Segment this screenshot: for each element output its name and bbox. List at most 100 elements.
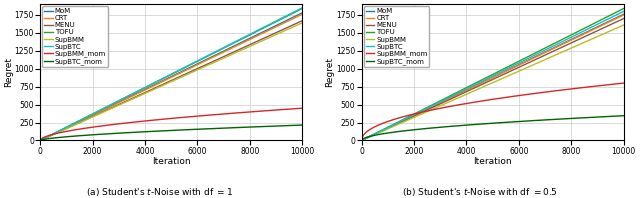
CRT	[298, 13, 306, 15]
TOFU	[514, 61, 522, 63]
CRT	[620, 14, 628, 16]
MENU	[193, 68, 200, 70]
MENU	[484, 81, 492, 83]
SupBMM_mom	[161, 118, 168, 120]
SupBMM	[298, 22, 306, 24]
Text: (b) Student's $t$-Noise with df $= 0.5$: (b) Student's $t$-Noise with df $= 0.5$	[402, 186, 558, 198]
MENU	[614, 20, 621, 23]
TOFU	[298, 7, 306, 10]
SupBTC_mom	[252, 126, 259, 128]
CRT	[161, 79, 168, 82]
SupBMM_mom	[178, 116, 186, 119]
SupBTC	[483, 78, 490, 80]
SupBMM	[193, 69, 200, 72]
TOFU	[500, 68, 508, 70]
CRT	[193, 64, 200, 67]
SupBTC_mom	[358, 139, 365, 141]
MENU	[620, 17, 628, 20]
SupBTC	[292, 10, 300, 12]
Line: SupBTC_mom: SupBTC_mom	[40, 125, 302, 140]
SupBTC_mom	[292, 124, 300, 127]
Line: CRT: CRT	[362, 15, 624, 140]
SupBMM_mom	[514, 95, 522, 97]
Line: SupBTC: SupBTC	[362, 11, 624, 140]
TOFU	[614, 10, 621, 13]
MoM	[193, 63, 200, 66]
SupBTC_mom	[484, 122, 492, 125]
SupBTC	[163, 75, 170, 78]
CRT	[514, 65, 522, 67]
Title: (a) Student's $t$-Noise with df $= 1$: (a) Student's $t$-Noise with df $= 1$	[0, 197, 1, 198]
Legend: MoM, CRT, MENU, TOFU, SupBMM, SupBTC, SupBMM_mom, SupBTC_mom: MoM, CRT, MENU, TOFU, SupBMM, SupBTC, Su…	[364, 6, 429, 67]
CRT	[483, 80, 490, 82]
TOFU	[178, 68, 186, 70]
Line: SupBTC_mom: SupBTC_mom	[362, 116, 624, 140]
TOFU	[484, 76, 492, 78]
SupBMM_mom	[573, 87, 580, 89]
MoM	[358, 139, 365, 142]
MoM	[161, 79, 168, 81]
Line: SupBMM_mom: SupBMM_mom	[40, 108, 302, 140]
Line: MoM: MoM	[362, 14, 624, 140]
SupBMM_mom	[500, 97, 508, 99]
MENU	[292, 22, 300, 25]
SupBMM_mom	[163, 118, 170, 120]
SupBTC_mom	[193, 128, 200, 130]
CRT	[252, 36, 259, 38]
SupBMM	[484, 84, 492, 86]
TOFU	[36, 139, 44, 142]
Line: MENU: MENU	[362, 19, 624, 140]
SupBTC	[358, 139, 365, 142]
SupBTC	[193, 60, 200, 63]
SupBTC	[178, 68, 186, 70]
CRT	[163, 79, 170, 81]
TOFU	[292, 10, 300, 13]
MoM	[178, 70, 186, 72]
MoM	[36, 139, 44, 142]
MoM	[483, 79, 490, 82]
SupBMM_mom	[193, 115, 200, 117]
SupBTC_mom	[178, 129, 186, 131]
MoM	[573, 36, 580, 38]
Y-axis label: Regret: Regret	[4, 57, 13, 87]
Line: TOFU: TOFU	[40, 9, 302, 140]
Line: CRT: CRT	[40, 14, 302, 140]
SupBMM	[36, 139, 44, 142]
X-axis label: Iteration: Iteration	[474, 157, 512, 166]
CRT	[292, 16, 300, 18]
SupBMM_mom	[292, 108, 300, 110]
SupBTC_mom	[514, 120, 522, 123]
Line: SupBMM: SupBMM	[40, 23, 302, 140]
MoM	[514, 64, 522, 67]
Line: SupBMM_mom: SupBMM_mom	[362, 83, 624, 140]
MENU	[483, 81, 490, 84]
SupBTC	[614, 13, 621, 16]
MoM	[252, 35, 259, 37]
MENU	[514, 67, 522, 69]
SupBTC	[500, 69, 508, 72]
SupBTC_mom	[298, 124, 306, 126]
SupBTC_mom	[620, 114, 628, 117]
Line: TOFU: TOFU	[362, 9, 624, 140]
TOFU	[573, 31, 580, 33]
TOFU	[620, 7, 628, 10]
Text: (a) Student's $t$-Noise with df $= 1$: (a) Student's $t$-Noise with df $= 1$	[86, 186, 234, 198]
SupBTC_mom	[163, 129, 170, 132]
MENU	[358, 139, 365, 142]
SupBMM	[178, 76, 186, 78]
SupBTC_mom	[614, 115, 621, 117]
Line: MoM: MoM	[40, 13, 302, 140]
MoM	[484, 79, 492, 81]
MoM	[163, 78, 170, 80]
MENU	[36, 139, 44, 142]
SupBMM	[620, 24, 628, 26]
SupBTC	[161, 76, 168, 79]
SupBMM_mom	[36, 139, 44, 141]
CRT	[178, 71, 186, 73]
SupBMM	[163, 83, 170, 85]
TOFU	[163, 76, 170, 78]
SupBTC_mom	[36, 139, 44, 142]
SupBTC_mom	[483, 123, 490, 125]
SupBMM_mom	[620, 82, 628, 84]
MoM	[298, 12, 306, 14]
